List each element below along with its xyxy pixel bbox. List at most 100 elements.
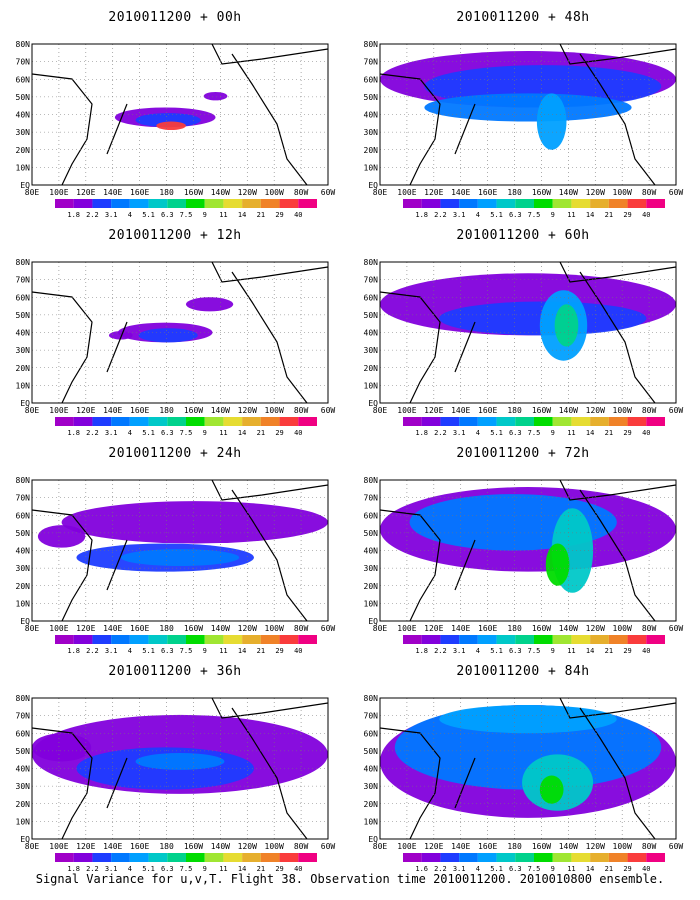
legend-swatch	[552, 853, 572, 862]
lat-tick-label: 60N	[16, 75, 31, 84]
lat-tick-label: 10N	[16, 817, 31, 826]
legend-swatch	[421, 417, 441, 426]
legend-swatch	[646, 417, 665, 426]
color-legend: 1.8 2.2 3.1 4 5.1 6.3 7.5 9 11 14 21 29 40	[55, 635, 317, 655]
panel-title: 2010011200 + 84h	[456, 664, 590, 679]
legend-value-label: 29	[623, 429, 631, 437]
lat-tick-label: 20N	[16, 800, 31, 809]
legend-swatch	[186, 635, 205, 644]
lat-tick-label: 70N	[364, 712, 379, 721]
legend-swatch	[260, 199, 280, 208]
coastlines	[380, 698, 676, 839]
legend-value-label: 1.6	[415, 865, 428, 873]
map-frame	[379, 479, 677, 622]
legend-value-label: 7.5	[528, 647, 541, 655]
lat-tick-label: 20N	[16, 364, 31, 373]
legend-swatch	[167, 417, 186, 426]
legend-value-label: 9	[551, 647, 555, 655]
legend-value-label: 21	[257, 647, 265, 655]
variance-contour	[135, 752, 225, 770]
panel-title: 2010011200 + 36h	[108, 664, 242, 679]
legend-value-label: 4	[476, 429, 480, 437]
lon-tick-label: 140E	[103, 188, 122, 197]
legend-swatch	[627, 199, 647, 208]
lon-tick-label: 120E	[76, 406, 95, 415]
lon-tick-label: 60W	[669, 406, 684, 415]
legend-value-label: 7.5	[180, 647, 193, 655]
variance-contour	[135, 113, 201, 128]
legend-value-label: 2.2	[434, 211, 447, 219]
legend-swatch	[73, 853, 93, 862]
lat-tick-label: 50N	[364, 747, 379, 756]
graticule	[380, 44, 676, 185]
legend-value-label: 14	[586, 429, 594, 437]
legend-value-label: 21	[605, 429, 613, 437]
legend-swatch	[477, 417, 497, 426]
lat-tick-label: EQ	[368, 181, 378, 190]
legend-swatch	[204, 199, 224, 208]
lat-tick-label: 60N	[16, 729, 31, 738]
variance-contour	[156, 121, 186, 131]
legend-swatch	[260, 417, 280, 426]
legend-value-label: 9	[551, 429, 555, 437]
lat-tick-label: EQ	[20, 617, 30, 626]
lat-tick-label: 10N	[364, 817, 379, 826]
lon-tick-label: 80W	[294, 188, 309, 197]
panel-title: 2010011200 + 00h	[108, 10, 242, 25]
lon-tick-label: 80W	[642, 842, 657, 851]
lat-tick-label: 80N	[16, 258, 31, 267]
legend-swatch	[534, 635, 553, 644]
lon-tick-label: 120W	[586, 842, 605, 851]
legend-swatch	[111, 635, 130, 644]
variance-contour	[108, 331, 133, 340]
legend-value-label: 6.3	[161, 865, 174, 873]
legend-swatch	[627, 417, 647, 426]
lon-tick-label: 120E	[424, 406, 443, 415]
lon-tick-label: 80E	[373, 406, 388, 415]
lat-tick-label: 80N	[364, 258, 379, 267]
legend-value-label: 9	[203, 865, 207, 873]
legend-swatch	[260, 853, 280, 862]
legend-value-label: 3.1	[453, 211, 466, 219]
lat-tick-label: 20N	[16, 146, 31, 155]
legend-swatch	[590, 853, 609, 862]
lon-tick-label: 60W	[669, 188, 684, 197]
panel-12h: 2010011200 + 12h 80N 70N 60N 50N 40N 30N 20N 10…	[10, 222, 340, 437]
variance-field	[108, 297, 234, 343]
lat-tick-label: 70N	[16, 712, 31, 721]
legend-swatch	[440, 417, 460, 426]
variance-contour	[539, 775, 564, 804]
lat-tick-label: 20N	[16, 582, 31, 591]
lon-tick-label: 80E	[373, 188, 388, 197]
lat-tick-label: 50N	[16, 747, 31, 756]
legend-value-label: 4	[476, 211, 480, 219]
legend-value-label: 6.3	[161, 429, 174, 437]
legend-swatch	[223, 635, 243, 644]
legend-swatch	[590, 199, 609, 208]
lon-tick-label: 160W	[532, 624, 551, 633]
graticule	[380, 480, 676, 621]
lon-tick-label: 120W	[586, 624, 605, 633]
lat-tick-label: 10N	[364, 163, 379, 172]
legend-swatch	[459, 417, 478, 426]
lat-tick-label: 10N	[364, 381, 379, 390]
legend-swatch	[608, 199, 628, 208]
lon-tick-label: 120W	[238, 406, 257, 415]
legend-value-label: 5.1	[142, 429, 155, 437]
lat-tick-label: 40N	[364, 547, 379, 556]
lon-tick-label: 160W	[184, 406, 203, 415]
lon-tick-label: 120W	[238, 624, 257, 633]
lat-tick-label: EQ	[20, 835, 30, 844]
lat-tick-label: 40N	[364, 111, 379, 120]
legend-swatch	[242, 199, 261, 208]
legend-value-label: 29	[275, 865, 283, 873]
variance-contour	[185, 297, 234, 312]
graticule	[32, 44, 328, 185]
legend-value-label: 9	[551, 865, 555, 873]
variance-contour	[37, 525, 86, 548]
lat-tick-label: 40N	[16, 111, 31, 120]
legend-swatch	[148, 853, 168, 862]
legend-value-label: 21	[257, 865, 265, 873]
legend-value-label: 1.8	[415, 429, 428, 437]
legend-swatch	[515, 853, 534, 862]
